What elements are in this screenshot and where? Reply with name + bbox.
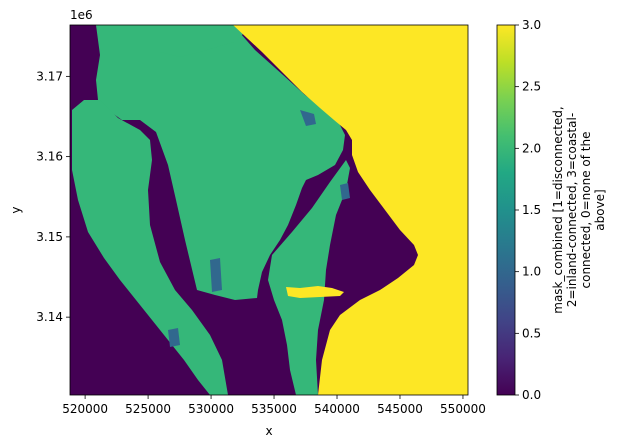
y-tick-label: 3.17 bbox=[36, 69, 63, 83]
plot-frame bbox=[69, 24, 469, 396]
colorbar-label-line-2: 2=inland-connected, 3=coastal- bbox=[565, 113, 579, 307]
x-tick-label: 545000 bbox=[377, 402, 423, 416]
heatmap-raster bbox=[70, 25, 468, 395]
x-tick-label: 535000 bbox=[251, 402, 297, 416]
colorbar-tick-label: 1.0 bbox=[522, 265, 541, 279]
region-disconnected-patch-c bbox=[210, 258, 222, 292]
y-axis-label: y bbox=[9, 206, 23, 213]
colorbar-label-line-4: above] bbox=[593, 189, 607, 230]
colorbar-tick-label: 2.0 bbox=[522, 141, 541, 155]
colorbar-tick-label: 1.5 bbox=[522, 203, 541, 217]
region-coastal-connected-ocean bbox=[233, 25, 468, 395]
y-tick-label: 3.15 bbox=[36, 230, 63, 244]
colorbar-tick-label: 2.5 bbox=[522, 80, 541, 94]
y-tick-label: 3.16 bbox=[36, 150, 63, 164]
region-inland-connected-southeast-strip bbox=[268, 160, 350, 395]
colorbar bbox=[496, 24, 516, 396]
colorbar-label-line-3: connected, 0=none of the bbox=[579, 132, 593, 289]
region-disconnected-patch-d bbox=[168, 328, 180, 347]
x-axis-ticks: 520000 525000 530000 535000 540000 545000 5500… bbox=[62, 395, 486, 416]
y-tick-label: 3.14 bbox=[36, 310, 63, 324]
x-tick-label: 530000 bbox=[188, 402, 234, 416]
colorbar-tick-label: 3.0 bbox=[522, 18, 541, 32]
region-coastal-connected-channel bbox=[286, 286, 344, 298]
colorbar-tick-label: 0.0 bbox=[522, 388, 541, 402]
y-axis-ticks: 3.14 3.15 3.16 3.17 bbox=[36, 69, 70, 324]
region-disconnected-patch-b bbox=[300, 110, 316, 126]
colorbar-tick-label: 0.5 bbox=[522, 326, 541, 340]
colorbar-label: mask_combined [1=disconnected, 2=inland-… bbox=[551, 106, 607, 313]
region-inland-connected-peninsula-north bbox=[150, 25, 243, 57]
colorbar-ticks: 0.0 0.5 1.0 1.5 2.0 2.5 3.0 bbox=[515, 18, 541, 402]
x-tick-label: 520000 bbox=[62, 402, 108, 416]
region-inland-connected-large-north bbox=[96, 25, 345, 300]
colorbar-label-line-1: mask_combined [1=disconnected, bbox=[551, 106, 565, 313]
region-inland-connected-west-lobe bbox=[72, 100, 228, 395]
y-axis-offset-label: 1e6 bbox=[70, 8, 93, 22]
x-tick-label: 540000 bbox=[314, 402, 360, 416]
x-tick-label: 550000 bbox=[440, 402, 486, 416]
region-disconnected-patch-a bbox=[340, 183, 350, 200]
x-tick-label: 525000 bbox=[125, 402, 171, 416]
x-axis-label: x bbox=[265, 424, 272, 438]
